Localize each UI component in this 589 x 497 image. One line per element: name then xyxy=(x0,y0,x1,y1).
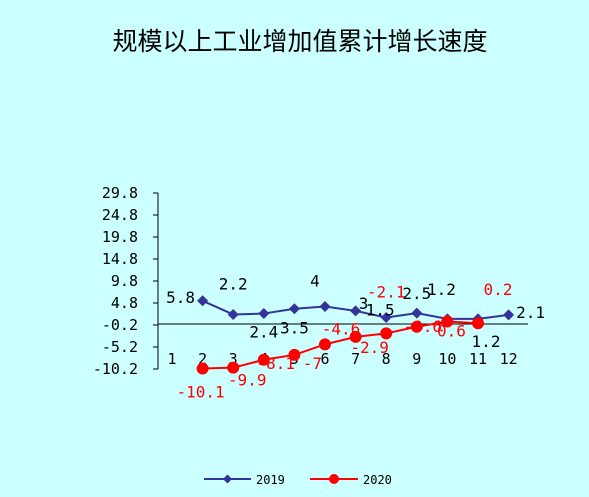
data-label-2020: -8.1 xyxy=(257,354,296,373)
point-2020 xyxy=(319,338,331,351)
point-2019 xyxy=(411,307,423,319)
legend: 2019 2020 xyxy=(204,473,392,487)
point-2020 xyxy=(196,362,209,375)
y-tick-label: -10.2 xyxy=(93,360,138,378)
data-label-2020: -0.6 xyxy=(404,317,443,336)
x-tick-label: 9 xyxy=(412,350,421,368)
y-tick-label: 24.8 xyxy=(102,206,138,224)
point-2020 xyxy=(472,317,484,330)
point-2019 xyxy=(227,308,239,320)
y-tick-label: 19.8 xyxy=(102,228,138,246)
x-tick-label: 2 xyxy=(198,350,207,368)
x-tick-label: 10 xyxy=(438,350,456,368)
series-line-2020 xyxy=(202,320,479,370)
data-label-2020: -7 xyxy=(303,354,322,373)
point-2019 xyxy=(197,295,209,307)
y-tick-label: 4.8 xyxy=(111,294,138,312)
data-label-2020: 0.2 xyxy=(484,280,513,299)
y-tick-label: 14.8 xyxy=(102,250,138,268)
point-2020 xyxy=(349,330,362,343)
data-label-2020: -9.9 xyxy=(228,371,267,390)
point-2020 xyxy=(257,353,270,366)
data-label-2019: 1.2 xyxy=(472,332,501,351)
data-label-2019: 4 xyxy=(310,272,320,291)
x-tick-label: 8 xyxy=(382,350,391,368)
data-label-2019: 5.8 xyxy=(166,288,195,307)
y-tick-label: 29.8 xyxy=(102,184,138,202)
x-tick-label: 6 xyxy=(320,350,329,368)
data-label-2020: -2.9 xyxy=(350,338,389,357)
x-tick-label: 11 xyxy=(469,350,487,368)
y-tick-label: -5.2 xyxy=(102,338,138,356)
data-label-2020: 0.6 xyxy=(437,321,466,340)
chart-title: 规模以上工业增加值累计增长速度 xyxy=(112,27,487,56)
data-label-2020: -10.1 xyxy=(177,383,225,402)
data-label-2020: -4.6 xyxy=(322,319,361,338)
point-2020 xyxy=(410,320,423,333)
legend-label-2019: 2019 xyxy=(256,473,285,487)
data-label-2019: 2.2 xyxy=(219,274,248,293)
point-2019 xyxy=(380,312,392,324)
y-tick-label: 9.8 xyxy=(111,272,138,290)
data-label-2019: 2.1 xyxy=(516,303,545,322)
legend-marker-2019 xyxy=(223,474,232,484)
series-layer xyxy=(196,295,515,375)
x-tick-label: 1 xyxy=(167,350,176,368)
point-2020 xyxy=(380,327,393,340)
x-tick-label: 7 xyxy=(351,350,360,368)
data-label-2019: 2.5 xyxy=(402,284,431,303)
y-tick-label: -0.2 xyxy=(102,316,138,334)
point-2019 xyxy=(350,305,362,317)
data-label-2019: 3 xyxy=(359,294,369,313)
legend-label-2020: 2020 xyxy=(363,473,392,487)
legend-marker-2020 xyxy=(329,474,339,484)
data-label-2019: 3.5 xyxy=(280,319,309,338)
data-label-2019: 1.5 xyxy=(366,301,395,320)
point-2019 xyxy=(288,303,300,315)
data-label-2019: 2.4 xyxy=(249,323,278,342)
point-2020 xyxy=(441,315,454,328)
data-labels: 5.82.22.4 3.5431.52.51.21.22.1-10.1-9.9-8… xyxy=(166,272,545,402)
point-2019 xyxy=(503,309,515,321)
axes: 29.824.819.814.89.84.8-0.2-5.2-10.212345… xyxy=(93,184,528,378)
point-2019 xyxy=(258,308,270,320)
point-2020 xyxy=(227,361,240,374)
point-2019 xyxy=(319,301,331,313)
data-label-2020: -2.1 xyxy=(367,282,406,301)
data-label-2019: 1.2 xyxy=(427,280,456,299)
x-tick-label: 3 xyxy=(229,350,238,368)
point-2020 xyxy=(288,348,301,361)
x-tick-label: 12 xyxy=(500,350,518,368)
